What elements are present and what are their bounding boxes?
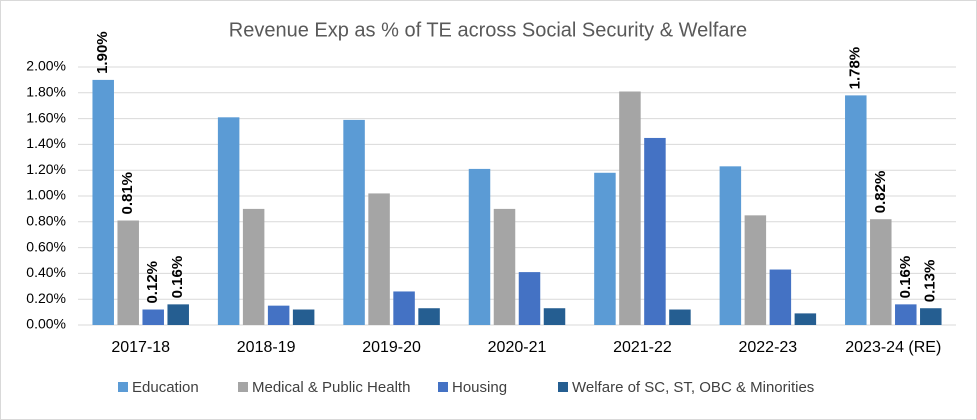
x-tick-label: 2017-18 [111, 339, 170, 356]
x-tick-label: 2021-22 [613, 339, 672, 356]
legend-swatch [558, 382, 568, 392]
bar [619, 91, 641, 325]
data-label: 0.13% [922, 260, 939, 303]
bar [167, 304, 189, 325]
legend-swatch [438, 382, 448, 392]
bar [594, 172, 616, 325]
bar [543, 308, 566, 325]
bar [393, 291, 415, 325]
bar [669, 309, 691, 325]
bar [644, 137, 666, 325]
y-tick-label: 2.00% [26, 58, 66, 74]
bar [468, 168, 491, 325]
bar [92, 79, 114, 326]
bar [518, 272, 541, 325]
x-tick-label: 2019-20 [362, 339, 421, 356]
bar [493, 208, 516, 325]
bar [794, 313, 817, 325]
y-tick-label: 0.80% [26, 213, 66, 229]
bar [870, 219, 892, 325]
data-label: 0.16% [897, 256, 914, 299]
y-tick-label: 0.60% [26, 238, 66, 254]
x-tick-label: 2020-21 [488, 339, 547, 356]
data-label: 0.12% [144, 261, 161, 304]
data-label: 1.78% [847, 47, 864, 90]
y-tick-label: 1.40% [26, 135, 66, 151]
bar [117, 220, 139, 325]
y-tick-label: 0.20% [26, 290, 66, 306]
bar [217, 117, 240, 325]
chart-title: Revenue Exp as % of TE across Social Sec… [229, 19, 747, 41]
y-tick-label: 1.80% [26, 84, 66, 100]
bar [242, 208, 265, 325]
data-label: 0.82% [872, 171, 889, 214]
x-tick-label: 2018-19 [237, 339, 296, 356]
bar [343, 119, 365, 325]
bar [719, 166, 742, 325]
data-label: 1.90% [94, 31, 111, 74]
bar [267, 305, 290, 325]
legend-label: Welfare of SC, ST, OBC & Minorities [572, 379, 814, 396]
bar [368, 193, 390, 325]
bar [769, 269, 792, 325]
x-tick-label: 2023-24 (RE) [845, 339, 941, 356]
y-tick-label: 1.00% [26, 187, 66, 203]
y-tick-label: 1.20% [26, 161, 66, 177]
bar [845, 95, 867, 325]
bar [142, 309, 164, 325]
bar [895, 304, 917, 325]
x-tick-label: 2022-23 [738, 339, 797, 356]
bar [920, 308, 942, 325]
legend-label: Medical & Public Health [252, 379, 410, 396]
y-tick-label: 0.40% [26, 264, 66, 280]
legend-swatch [238, 382, 248, 392]
bar [744, 215, 767, 325]
data-label: 0.81% [119, 172, 136, 215]
y-tick-label: 0.00% [26, 316, 66, 332]
y-tick-label: 1.60% [26, 109, 66, 125]
legend-label: Education [132, 379, 199, 396]
data-label: 0.16% [169, 256, 186, 299]
bar [418, 308, 440, 325]
legend-label: Housing [452, 379, 507, 396]
legend-swatch [118, 382, 128, 392]
bar [292, 309, 315, 325]
